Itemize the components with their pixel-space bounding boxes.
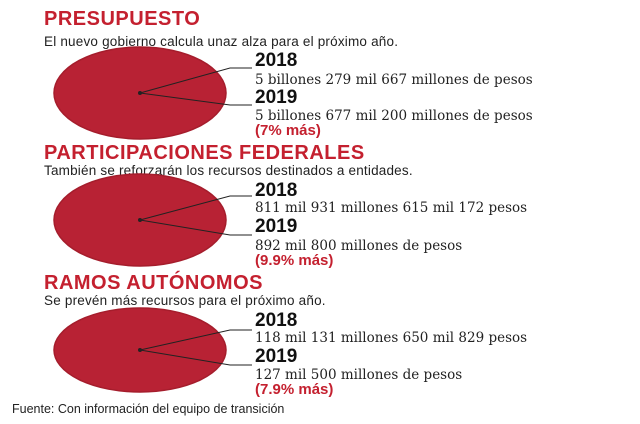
section-title: PARTICIPACIONES FEDERALES	[44, 142, 365, 164]
leader-line-2018	[139, 67, 252, 94]
source-note: Fuente: Con información del equipo de tr…	[12, 402, 285, 416]
section-title: PRESUPUESTO	[44, 8, 201, 30]
amount-2018-label: 5 billones 279 mil 667 millones de pesos	[255, 72, 533, 88]
section-subtitle: El nuevo gobierno calcula unaz alza para…	[44, 34, 399, 49]
amount-2018-label: 811 mil 931 millones 615 mil 172 pesos	[255, 200, 528, 216]
leader-line-2019	[139, 92, 252, 106]
amount-2019-label: 127 mil 500 millones de pesos	[255, 367, 463, 383]
center-dot	[138, 91, 142, 95]
leader-line-2018	[139, 195, 252, 221]
year-2019-label: 2019	[255, 87, 298, 108]
autonomous-circle-chart	[53, 307, 252, 393]
center-dot	[138, 348, 142, 352]
leader-line-2018	[139, 329, 252, 351]
year-2018-label: 2018	[255, 50, 298, 71]
section-subtitle: Se prevén más recursos para el próximo a…	[44, 293, 326, 308]
center-dot	[138, 218, 142, 222]
amount-2019-label: 892 mil 800 millones de pesos	[255, 238, 463, 254]
change-percent-label: (7% más)	[255, 122, 321, 139]
section-title: RAMOS AUTÓNOMOS	[44, 272, 263, 294]
amount-2018-label: 118 mil 131 millones 650 mil 829 pesos	[255, 330, 528, 346]
amount-2019-label: 5 billones 677 mil 200 millones de pesos	[255, 108, 533, 124]
participations-circle-chart	[53, 173, 252, 267]
leader-line-2019	[139, 219, 252, 236]
leader-line-2019	[139, 349, 252, 366]
year-2018-label: 2018	[255, 180, 298, 201]
year-2019-label: 2019	[255, 346, 298, 367]
year-2019-label: 2019	[255, 216, 298, 237]
budget-circle-chart	[53, 46, 252, 140]
change-percent-label: (7.9% más)	[255, 381, 334, 398]
year-2018-label: 2018	[255, 310, 298, 331]
change-percent-label: (9.9% más)	[255, 252, 334, 269]
